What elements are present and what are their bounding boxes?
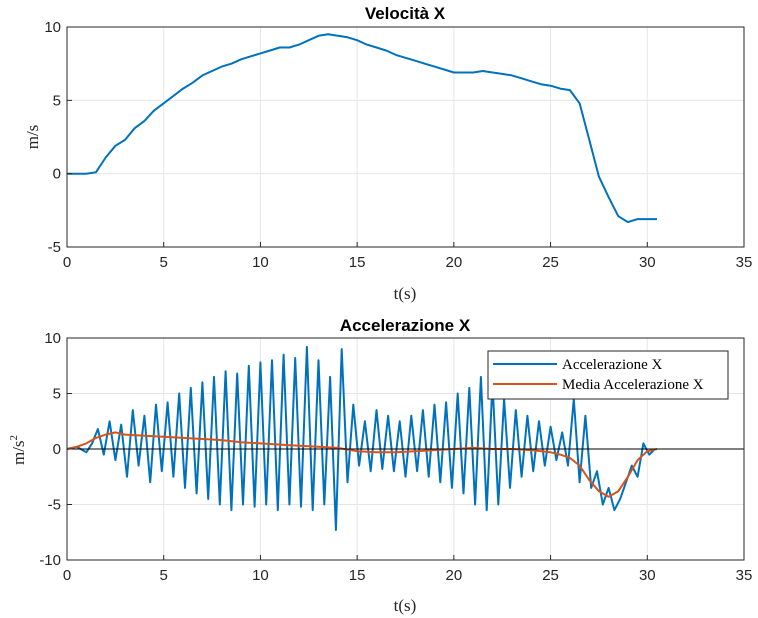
legend-box xyxy=(487,350,729,400)
acceleration-y-axis-label: m/s2 xyxy=(8,435,28,465)
velocity-x-tick-label: 30 xyxy=(639,254,656,271)
velocity-axes-box xyxy=(66,26,745,248)
velocity-y-ticks: -5 0 5 10 xyxy=(44,19,72,256)
acceleration-series xyxy=(66,345,744,531)
acceleration-chart: 0 5 10 15 20 25 30 35 -10 -5 0 5 10 Accelerazione X… xyxy=(8,316,752,615)
acceleration-y-tick-label: 0 xyxy=(53,441,61,458)
legend-label-acceleration: Accelerazione X xyxy=(562,357,663,373)
acceleration-y-axis-unit: m/s xyxy=(9,440,28,465)
velocity-x-tick-label: 15 xyxy=(349,254,366,271)
acceleration-x-axis-label: t(s) xyxy=(394,596,417,615)
acceleration-y-tick-label: 5 xyxy=(53,386,61,403)
velocity-line xyxy=(67,33,657,224)
acceleration-y-tick-label: 10 xyxy=(44,330,61,347)
velocity-y-tick-label: 0 xyxy=(53,166,61,183)
velocity-x-tick-label: 20 xyxy=(446,254,463,271)
acceleration-y-tick-label: -5 xyxy=(48,497,61,514)
acceleration-y-tick-label: -10 xyxy=(39,552,61,569)
acceleration-x-ticks: 0 5 10 15 20 25 30 35 xyxy=(63,555,753,584)
mean-acceleration-line xyxy=(66,431,658,498)
velocity-y-tick-label: 10 xyxy=(44,19,61,36)
velocity-x-tick-label: 5 xyxy=(160,254,168,271)
velocity-series xyxy=(67,33,657,224)
acceleration-x-tick-label: 35 xyxy=(736,567,753,584)
acceleration-line xyxy=(66,345,656,531)
velocity-x-tick-label: 25 xyxy=(542,254,559,271)
acceleration-x-tick-label: 30 xyxy=(639,567,656,584)
acceleration-x-tick-label: 5 xyxy=(160,567,168,584)
acceleration-x-tick-label: 20 xyxy=(446,567,463,584)
acceleration-legend: Accelerazione X Media Accelerazione X xyxy=(487,350,729,400)
acceleration-chart-title: Accelerazione X xyxy=(340,316,471,335)
acceleration-x-tick-label: 10 xyxy=(252,567,269,584)
velocity-x-tick-label: 0 xyxy=(63,254,71,271)
velocity-y-tick-label: -5 xyxy=(48,239,61,256)
velocity-x-axis-label: t(s) xyxy=(394,284,417,303)
acceleration-y-ticks: -10 -5 0 5 10 xyxy=(39,330,72,569)
velocity-x-tick-label: 35 xyxy=(736,254,753,271)
velocity-y-axis-label: m/s xyxy=(23,125,42,150)
acceleration-y-axis-exponent: 2 xyxy=(8,435,20,441)
legend-label-mean-acceleration: Media Accelerazione X xyxy=(562,377,704,393)
velocity-x-tick-label: 10 xyxy=(252,254,269,271)
acceleration-x-tick-label: 15 xyxy=(349,567,366,584)
acceleration-x-tick-label: 0 xyxy=(63,567,71,584)
velocity-chart-title: Velocità X xyxy=(365,4,446,23)
velocity-plot-area xyxy=(67,27,744,247)
velocity-x-ticks: 0 5 10 15 20 25 30 35 xyxy=(63,242,753,271)
velocity-y-tick-label: 5 xyxy=(53,92,61,109)
acceleration-x-tick-label: 25 xyxy=(542,567,559,584)
